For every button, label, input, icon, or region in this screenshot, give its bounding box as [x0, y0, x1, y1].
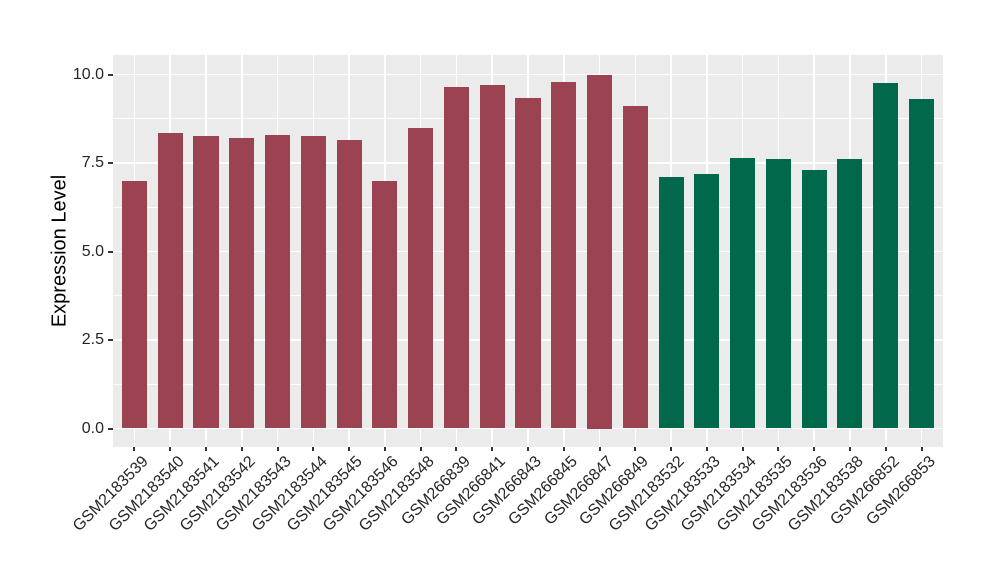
- x-tick-mark: [205, 447, 208, 451]
- x-tick-mark: [491, 447, 494, 451]
- y-tick-label: 10.0: [72, 65, 104, 83]
- x-tick-mark: [348, 447, 351, 451]
- y-tick-mark: [108, 73, 113, 76]
- x-tick-mark: [276, 447, 279, 451]
- bar-GSM266839: [443, 86, 469, 429]
- x-tick-mark: [455, 447, 458, 451]
- x-tick-mark: [848, 447, 851, 451]
- bar-GSM2183536: [801, 170, 827, 429]
- bar-GSM266847: [587, 74, 613, 429]
- x-tick-mark: [419, 447, 422, 451]
- y-tick-mark: [108, 162, 113, 164]
- bar-GSM2183539: [121, 180, 147, 429]
- y-tick-mark: [108, 250, 113, 253]
- x-tick-mark: [670, 447, 673, 451]
- y-tick-label: 0.0: [81, 419, 104, 437]
- x-tick-mark: [169, 447, 172, 451]
- bar-GSM2183544: [300, 136, 326, 429]
- bar-GSM2183535: [765, 159, 791, 429]
- bar-GSM2183546: [372, 180, 398, 429]
- x-tick-mark: [884, 447, 887, 451]
- x-tick-mark: [562, 447, 565, 451]
- y-tick-mark: [108, 339, 113, 341]
- x-tick-mark: [813, 447, 816, 451]
- bar-GSM2183545: [336, 139, 362, 429]
- y-tick-label: 7.5: [81, 154, 104, 171]
- bar-GSM266843: [515, 97, 541, 429]
- x-tick-mark: [312, 447, 315, 451]
- x-tick-mark: [598, 447, 601, 451]
- plot-panel: [113, 55, 943, 447]
- bar-GSM266853: [909, 99, 935, 429]
- x-tick-mark: [741, 447, 744, 451]
- y-tick-label: 5.0: [81, 242, 104, 260]
- bar-GSM2183541: [193, 136, 219, 429]
- bar-GSM2183540: [157, 132, 183, 429]
- bar-GSM266849: [622, 106, 648, 429]
- y-tick-mark: [108, 427, 113, 430]
- x-tick-mark: [527, 447, 529, 451]
- x-tick-mark: [133, 447, 136, 451]
- y-tick-label: 2.5: [81, 331, 104, 348]
- x-tick-mark: [634, 447, 637, 451]
- x-tick-mark: [383, 447, 386, 451]
- bar-GSM266841: [479, 85, 505, 429]
- bar-GSM2183532: [658, 177, 684, 429]
- bar-GSM2183543: [265, 134, 291, 429]
- bar-GSM2183533: [694, 173, 720, 429]
- bar-GSM266852: [873, 83, 899, 429]
- x-tick-mark: [240, 447, 243, 451]
- x-tick-mark: [777, 447, 780, 451]
- bar-GSM2183542: [229, 138, 255, 429]
- bar-GSM2183538: [837, 159, 863, 429]
- bar-GSM2183548: [408, 127, 434, 429]
- bar-GSM2183534: [730, 157, 756, 429]
- bar-GSM266845: [551, 81, 577, 429]
- x-tick-mark: [705, 447, 708, 451]
- x-tick-mark: [920, 447, 923, 451]
